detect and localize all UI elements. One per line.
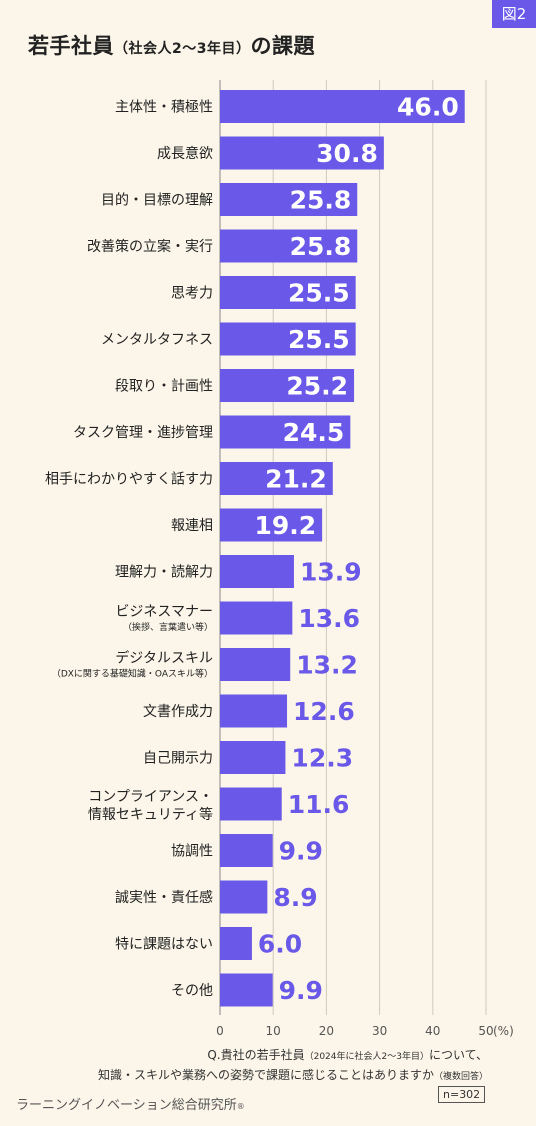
category-label-sub: （挨拶、言葉遣い等） — [123, 621, 213, 633]
question-text: Q.貴社の若手社員（2024年に社会人2〜3年目）について、 知識・スキルや業務… — [98, 1046, 488, 1086]
value-label: 19.2 — [254, 511, 316, 540]
bar — [220, 322, 356, 356]
category-label: 誠実性・責任感 — [115, 889, 213, 906]
bar — [220, 880, 268, 914]
category-label: 理解力・読解力 — [115, 564, 213, 581]
category-label: 主体性・積極性 — [115, 100, 213, 116]
bar — [220, 183, 358, 216]
category-label-sub: 情報セキュリティ等 — [88, 806, 213, 823]
source-credit: ラーニングイノベーション総合研究所® — [16, 1094, 245, 1113]
value-label: 12.6 — [293, 697, 355, 726]
bar — [220, 555, 294, 588]
x-tick-label: 50 — [478, 1024, 493, 1038]
category-label-sub: （DXに関する基礎知識・OAスキル等） — [52, 668, 213, 680]
bar — [220, 694, 288, 728]
bar — [220, 415, 351, 449]
figure-tag: 図2 — [492, 0, 536, 28]
value-label: 25.5 — [288, 325, 350, 354]
category-label: ビジネスマナー — [115, 604, 213, 620]
value-label: 12.3 — [291, 744, 353, 773]
value-label: 25.5 — [288, 279, 350, 308]
value-label: 13.6 — [298, 604, 360, 633]
bar — [220, 229, 358, 263]
title-tail: の課題 — [250, 34, 315, 58]
chart-title: 若手社員（社会人2〜3年目）の課題 — [28, 30, 315, 60]
category-label: 報連相 — [171, 518, 213, 534]
value-label: 24.5 — [283, 418, 345, 447]
category-label: タスク管理・進捗管理 — [73, 425, 213, 441]
value-label: 21.2 — [265, 465, 327, 494]
value-label: 9.9 — [279, 837, 323, 866]
question-line-1-post: について、 — [428, 1048, 488, 1062]
bar — [220, 369, 355, 402]
category-label: 協調性 — [171, 844, 213, 860]
x-tick-label: 40 — [425, 1024, 440, 1038]
category-label: 自己開示力 — [143, 751, 213, 767]
bar — [220, 648, 291, 681]
credit-text: ラーニングイノベーション総合研究所 — [16, 1098, 237, 1113]
category-label: その他 — [171, 983, 213, 999]
question-line-2: 知識・スキルや業務への姿勢で課題に感じることはありますか（複数回答） — [98, 1066, 488, 1086]
bar — [220, 787, 282, 821]
x-tick-label: 20 — [319, 1024, 334, 1038]
value-label: 6.0 — [258, 930, 302, 959]
category-label: 相手にわかりやすく話す力 — [45, 471, 213, 488]
question-line-1-pre: Q.貴社の若手社員 — [207, 1048, 305, 1062]
value-label: 25.2 — [286, 372, 348, 401]
bar — [220, 601, 293, 635]
bar — [220, 462, 333, 495]
category-label: 改善策の立案・実行 — [87, 238, 213, 255]
question-line-2-pre: 知識・スキルや業務への姿勢で課題に感じることはありますか — [97, 1068, 434, 1082]
category-label: 思考力 — [171, 286, 213, 302]
category-label: 成長意欲 — [157, 145, 213, 162]
bar — [220, 834, 273, 867]
x-tick-label: 30 — [372, 1024, 387, 1038]
category-label: 目的・目標の理解 — [101, 193, 213, 209]
question-line-1: Q.貴社の若手社員（2024年に社会人2〜3年目）について、 — [98, 1046, 488, 1066]
value-label: 13.9 — [300, 558, 362, 587]
title-main: 若手社員 — [28, 34, 114, 58]
x-unit-label: (%) — [493, 1024, 514, 1038]
bar — [220, 973, 273, 1007]
bar — [220, 90, 465, 123]
value-label: 13.2 — [296, 651, 358, 680]
sample-size-badge: n=302 — [438, 1086, 486, 1103]
bar — [220, 276, 356, 309]
x-tick-label: 0 — [216, 1024, 224, 1038]
bar — [220, 927, 252, 960]
value-label: 9.9 — [279, 976, 323, 1005]
value-label: 25.8 — [290, 232, 352, 261]
value-label: 30.8 — [316, 139, 378, 168]
category-label: 段取り・計画性 — [115, 379, 213, 395]
question-line-2-paren: （複数回答） — [433, 1072, 488, 1082]
category-label: メンタルタフネス — [101, 332, 213, 348]
value-label: 8.9 — [273, 883, 317, 912]
bar — [220, 508, 323, 542]
x-tick-label: 10 — [266, 1024, 281, 1038]
value-label: 25.8 — [290, 186, 352, 215]
registered-mark: ® — [236, 1102, 245, 1111]
category-label: コンプライアンス・ — [88, 789, 213, 805]
title-paren: （社会人2〜3年目） — [114, 41, 251, 57]
category-label: デジタルスキル — [115, 650, 213, 667]
bar — [220, 741, 286, 774]
value-label: 46.0 — [397, 93, 459, 122]
value-label: 11.6 — [288, 790, 350, 819]
question-line-1-paren: （2024年に社会人2〜3年目） — [304, 1052, 429, 1062]
category-label: 特に課題はない — [115, 937, 213, 953]
category-label: 文書作成力 — [143, 704, 213, 720]
bar — [220, 136, 384, 170]
